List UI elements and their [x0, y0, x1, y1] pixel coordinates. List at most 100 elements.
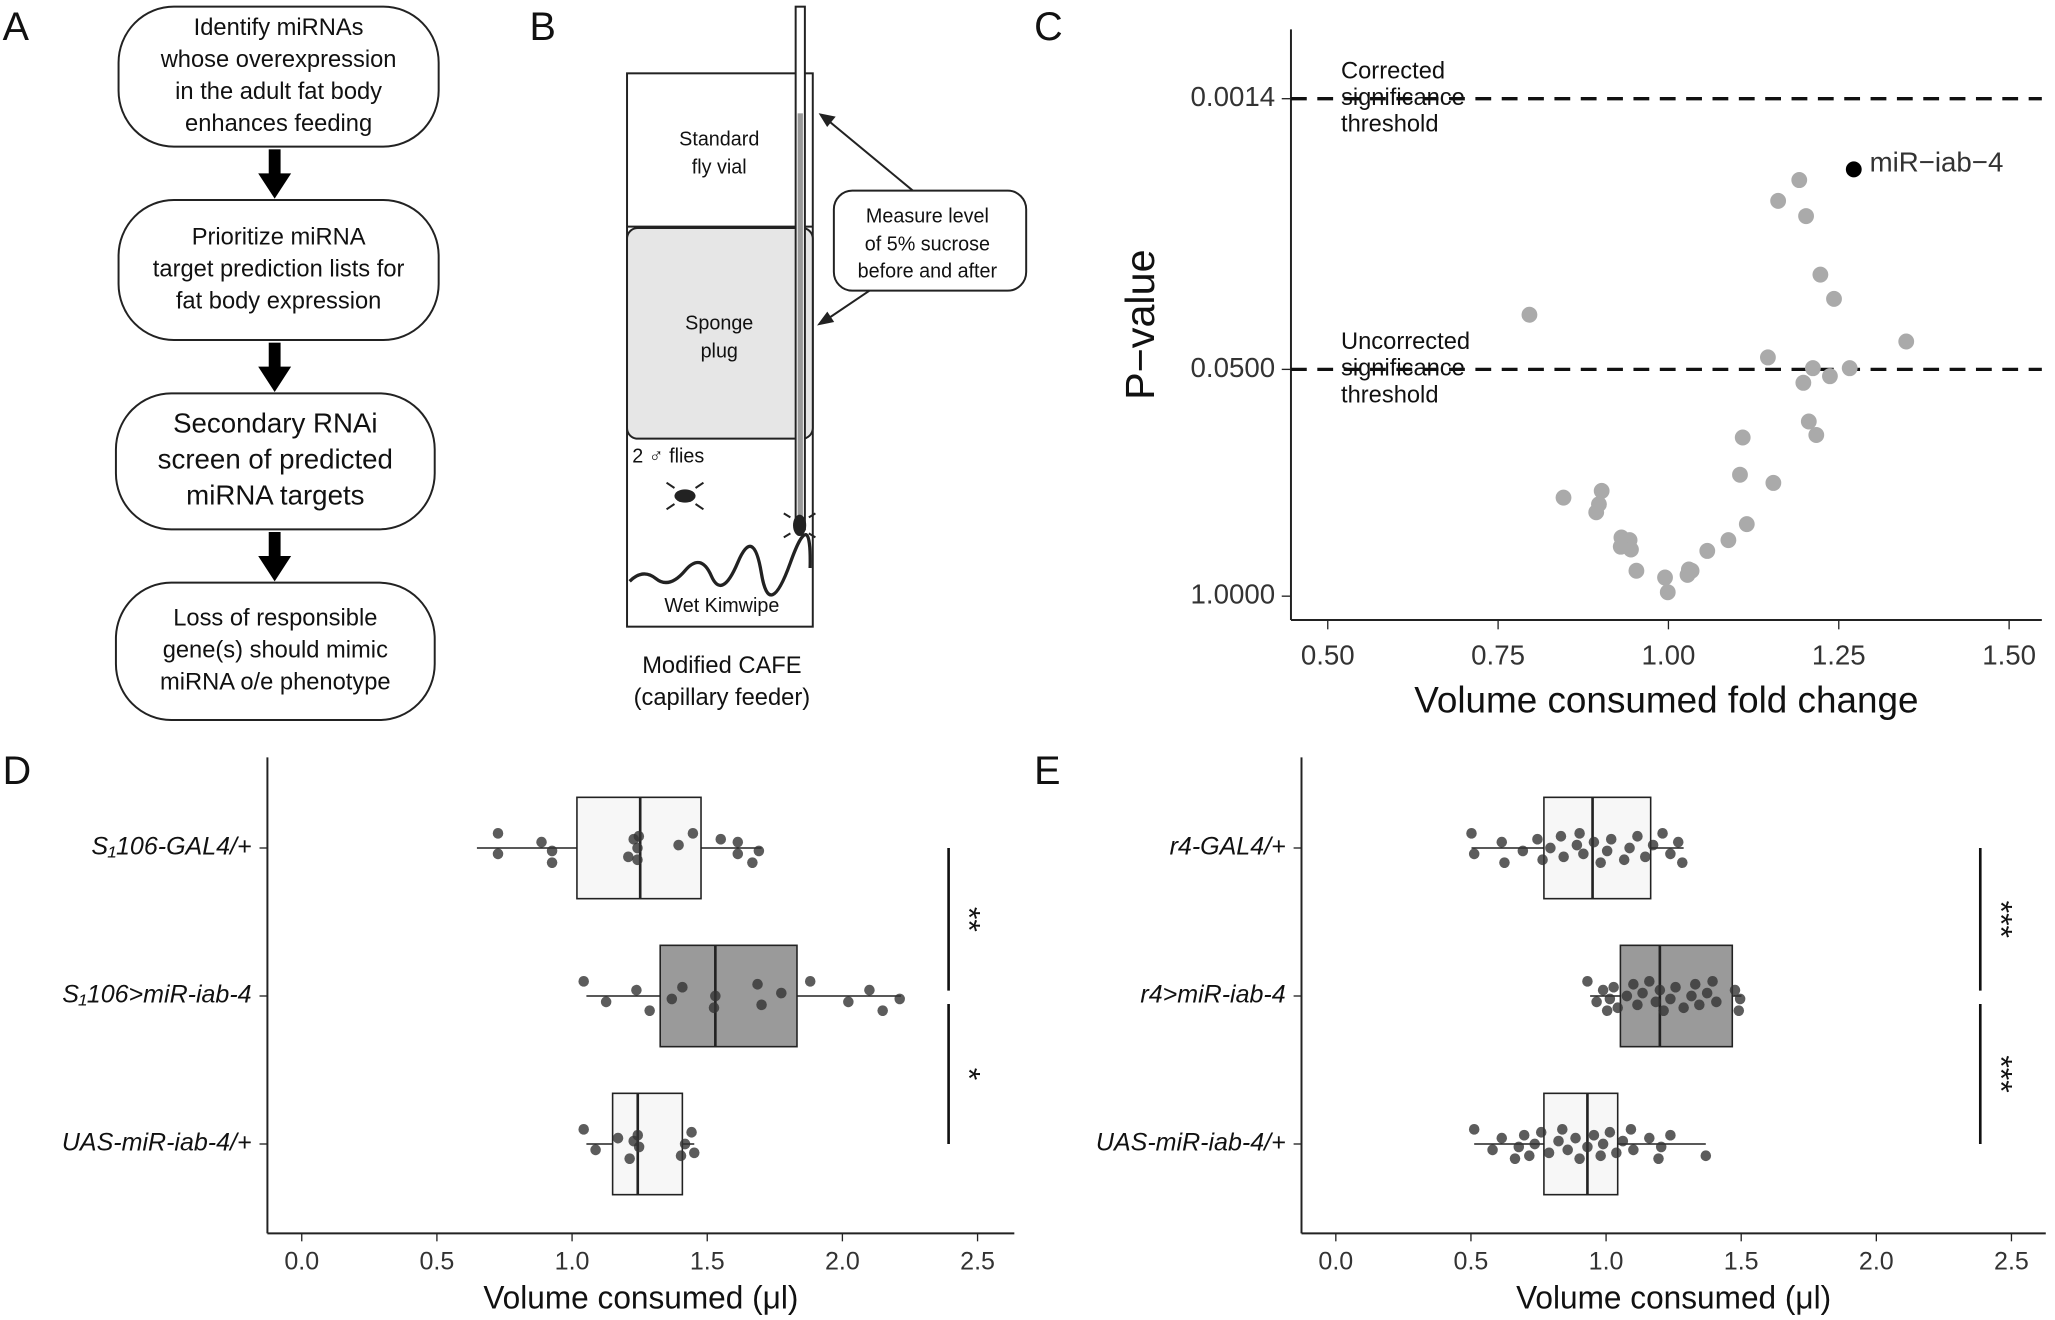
point	[1678, 1002, 1689, 1014]
x-tick-label: 0.5	[1454, 1247, 1489, 1275]
x-axis-title: Volume consumed fold change	[1414, 678, 1918, 720]
point	[1711, 996, 1722, 1008]
point	[1582, 1141, 1593, 1153]
point	[612, 1132, 624, 1144]
caption: (capillary feeder)	[634, 684, 811, 711]
point	[1679, 566, 1696, 583]
flow-text: Loss of responsible	[173, 605, 377, 632]
point	[1612, 1002, 1623, 1014]
point	[1795, 374, 1812, 391]
point	[1812, 266, 1829, 283]
threshold-label: significance	[1341, 84, 1465, 111]
point	[756, 999, 767, 1011]
point	[1701, 987, 1713, 999]
significance-label: **	[952, 907, 988, 932]
flow-text: target prediction lists for	[153, 255, 405, 282]
point	[715, 833, 727, 845]
caption: Modified CAFE	[642, 652, 801, 679]
point	[1535, 1126, 1547, 1138]
point	[708, 1002, 720, 1014]
point	[628, 1135, 639, 1147]
significance-label: ***	[1983, 901, 2019, 938]
point	[1518, 1129, 1530, 1141]
point	[1734, 429, 1751, 446]
flow-text: Secondary RNAi	[173, 408, 377, 439]
y-axis-title: P−value	[1117, 249, 1163, 399]
point	[1632, 830, 1643, 842]
point	[632, 842, 643, 854]
significance-label: ***	[1983, 1055, 2019, 1092]
threshold-label: significance	[1341, 355, 1465, 382]
point	[1543, 1147, 1555, 1159]
point	[1628, 1144, 1639, 1156]
x-tick-label: 0.0	[1318, 1247, 1353, 1275]
flow-step	[117, 199, 440, 341]
point	[673, 839, 684, 851]
vial-label: fly vial	[692, 156, 747, 178]
point	[877, 1005, 888, 1016]
x-tick-label: 0.75	[1471, 640, 1525, 671]
point	[1655, 1141, 1667, 1153]
point	[753, 845, 765, 857]
point	[1644, 976, 1655, 987]
panel-label: E	[1034, 749, 1060, 793]
point	[1499, 857, 1510, 868]
point	[1733, 1005, 1745, 1016]
flow-text: miRNA targets	[186, 480, 364, 511]
point	[1466, 828, 1477, 839]
point	[536, 836, 547, 848]
point	[1770, 192, 1787, 209]
point	[1574, 828, 1585, 839]
point	[1545, 842, 1556, 854]
point	[752, 978, 763, 990]
x-tick-label: 1.25	[1812, 640, 1866, 671]
point	[1822, 368, 1838, 385]
x-tick-label: 2.0	[1859, 1247, 1894, 1275]
flow-text: in the adult fat body	[175, 78, 382, 105]
point	[1595, 1150, 1606, 1162]
point	[710, 990, 721, 1002]
significance-label: *	[952, 1068, 988, 1080]
point	[1611, 1147, 1622, 1159]
point	[732, 848, 744, 860]
x-tick-label: 2.0	[825, 1247, 860, 1275]
point	[1524, 1150, 1535, 1162]
point	[1658, 1005, 1669, 1016]
point	[1628, 978, 1639, 990]
point	[1644, 1132, 1655, 1144]
point	[1558, 851, 1569, 863]
point	[1765, 474, 1782, 491]
point	[631, 984, 642, 996]
point	[1582, 976, 1593, 987]
box	[659, 944, 798, 1048]
category-label: UAS-miR-iab-4/+	[1096, 1129, 1286, 1157]
panel-label: B	[530, 5, 556, 49]
point	[623, 851, 634, 863]
point	[1720, 532, 1737, 549]
point	[1513, 1141, 1525, 1153]
point	[1734, 993, 1746, 1005]
point	[1628, 562, 1645, 579]
point	[1617, 1135, 1629, 1147]
point	[1578, 848, 1589, 860]
point	[1729, 984, 1741, 996]
point	[644, 1005, 655, 1016]
point	[1601, 845, 1613, 857]
point	[1532, 833, 1543, 845]
flow-step	[117, 5, 440, 148]
flow-text: gene(s) should mimic	[163, 637, 388, 664]
point	[1517, 845, 1529, 857]
point	[578, 1124, 589, 1135]
category-label: r4-GAL4/+	[1170, 833, 1286, 861]
point	[1487, 1144, 1498, 1156]
box	[1543, 796, 1652, 900]
flow-text: Identify miRNAs	[194, 14, 364, 41]
point	[1738, 516, 1755, 533]
point	[1604, 1126, 1616, 1138]
point	[546, 845, 558, 857]
point	[686, 1126, 697, 1138]
point	[578, 976, 589, 987]
x-tick-label: 1.0	[555, 1247, 590, 1275]
point	[1468, 848, 1480, 860]
